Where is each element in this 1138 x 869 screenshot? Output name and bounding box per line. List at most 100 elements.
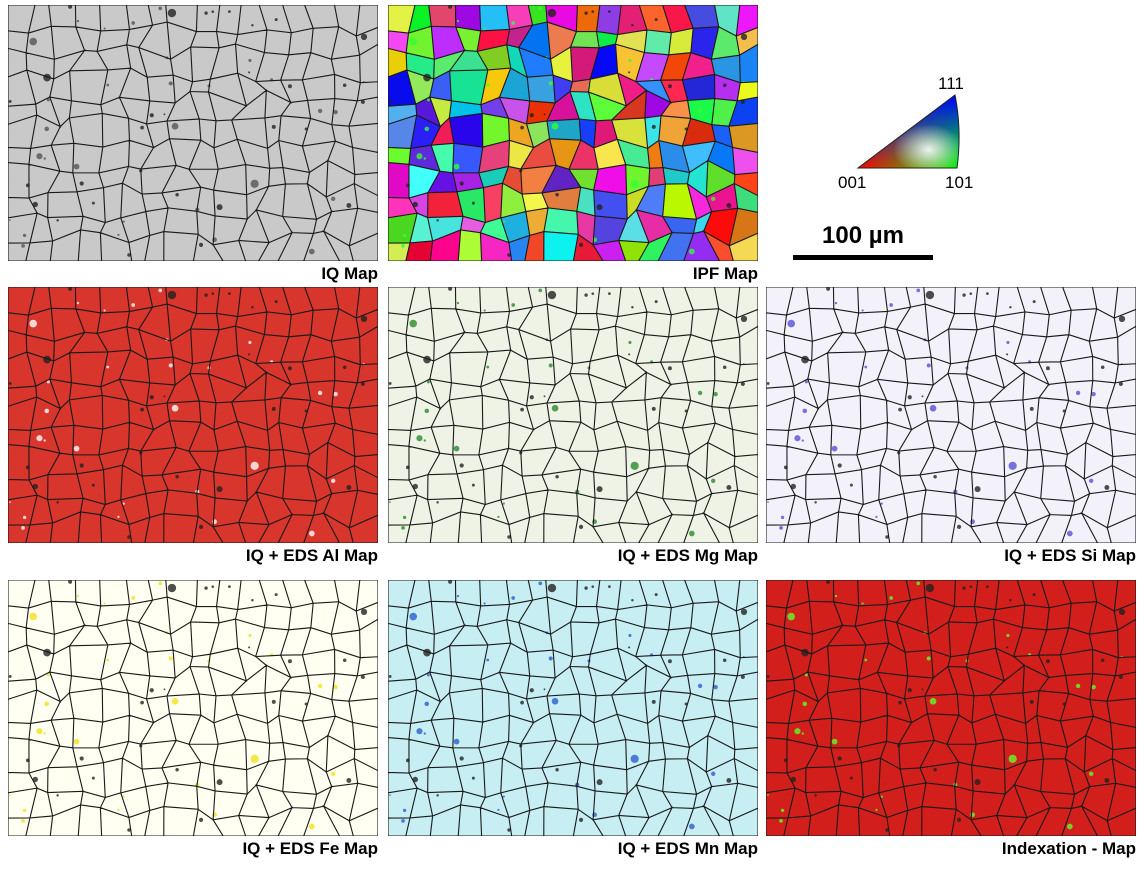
map-panel (8, 287, 378, 543)
speck (248, 341, 251, 344)
grain (388, 147, 411, 164)
speck (74, 164, 80, 170)
speck (711, 197, 715, 201)
speck (29, 320, 37, 328)
speck (123, 795, 125, 797)
speck (272, 407, 276, 411)
grain (644, 30, 671, 55)
speck (628, 71, 630, 73)
speck (875, 516, 877, 518)
speck (835, 302, 837, 304)
speck (251, 180, 259, 188)
speck (331, 772, 335, 776)
speck (511, 303, 515, 307)
speck (77, 20, 79, 22)
speck (957, 525, 961, 529)
speck (628, 634, 631, 637)
legend-triangle-white (858, 95, 959, 168)
speck (781, 809, 784, 812)
grain (597, 5, 622, 35)
speck (689, 249, 695, 255)
speck (631, 306, 633, 308)
speck (767, 794, 769, 796)
speck (875, 809, 877, 811)
speck (723, 658, 727, 662)
speck (460, 181, 464, 185)
speck (908, 395, 912, 399)
speck (175, 768, 178, 771)
speck (713, 110, 717, 114)
speck (579, 525, 583, 529)
speck (454, 164, 460, 170)
speck (1104, 778, 1109, 783)
speck (781, 516, 784, 519)
speck (741, 34, 747, 40)
speck (597, 486, 603, 492)
speck (228, 292, 231, 295)
speck (552, 698, 559, 705)
speck (549, 363, 553, 367)
speck (497, 234, 499, 236)
speck (881, 795, 883, 797)
speck (1119, 316, 1125, 322)
speck (204, 586, 207, 589)
speck (158, 7, 162, 11)
speck (741, 609, 747, 615)
speck (544, 113, 546, 115)
speck (1101, 365, 1105, 369)
speck (881, 502, 883, 504)
panel-label: IQ + EDS Al Map (246, 546, 378, 565)
speck (713, 392, 717, 396)
map-background (8, 580, 378, 836)
speck (548, 9, 556, 17)
speck (1089, 479, 1093, 483)
grain (576, 5, 599, 32)
speck (655, 593, 658, 596)
speck (511, 596, 515, 600)
speck (922, 395, 924, 397)
speck (794, 728, 800, 734)
speck (416, 435, 422, 441)
speck (21, 819, 25, 823)
map-background (766, 580, 1136, 836)
speck (803, 409, 808, 414)
speck (9, 382, 12, 385)
speck (9, 501, 11, 503)
speck (199, 525, 203, 529)
speck (45, 127, 50, 132)
speck (794, 435, 800, 441)
ipf-legend: 111 001 101 (838, 74, 973, 192)
speck (275, 18, 278, 21)
speck (425, 409, 430, 414)
speck (150, 688, 154, 692)
speck (889, 596, 893, 600)
speck (530, 688, 534, 692)
speck (436, 794, 438, 796)
speck (251, 755, 259, 763)
speck (409, 38, 417, 46)
speck (864, 366, 867, 369)
speck (288, 659, 292, 663)
legend-label: 101 (945, 173, 973, 192)
speck (275, 593, 278, 596)
panels (8, 5, 1136, 836)
speck (9, 675, 12, 678)
speck (150, 113, 154, 117)
speck (767, 501, 769, 503)
speck (726, 485, 731, 490)
map-panel (388, 287, 758, 543)
speck (80, 463, 84, 467)
speck (986, 292, 989, 295)
speck (401, 244, 405, 248)
speck (9, 100, 12, 103)
speck (1067, 531, 1073, 537)
speck (361, 316, 367, 322)
speck (23, 809, 26, 812)
speck (986, 585, 989, 588)
speck (457, 595, 459, 597)
speck (1046, 366, 1050, 370)
speck (172, 123, 179, 130)
speck (211, 585, 214, 588)
panel-label: IQ + EDS Mn Map (618, 839, 758, 858)
speck (343, 365, 347, 369)
